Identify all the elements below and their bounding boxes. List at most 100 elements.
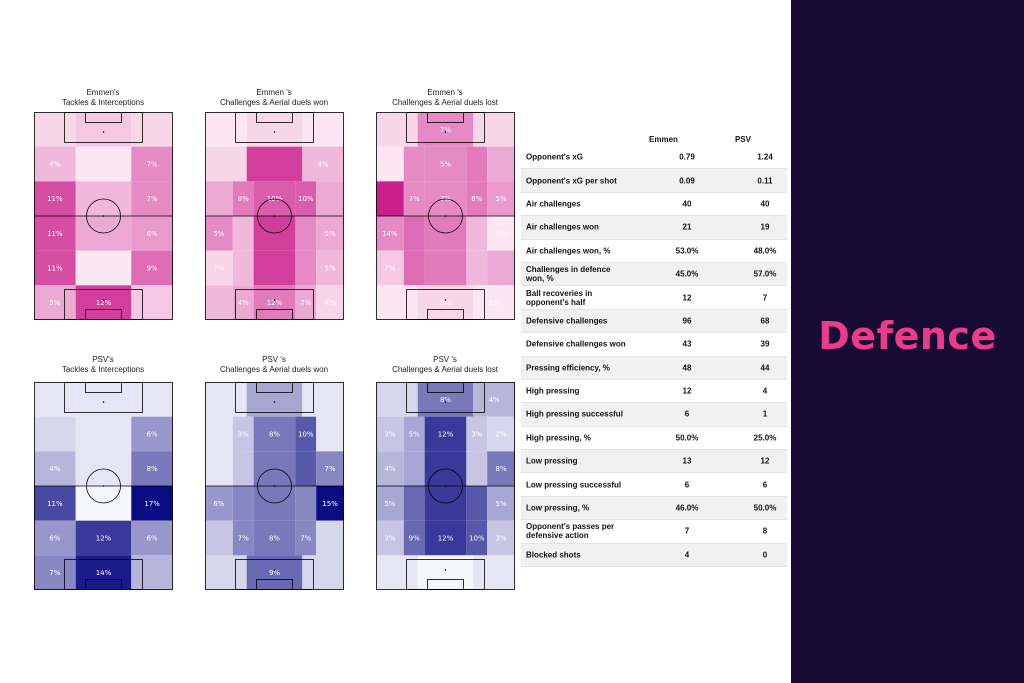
heatmap-cell <box>376 250 404 286</box>
heatmap-cell-label: 7% <box>213 265 224 273</box>
pitch-title-line-1: Emmen 's Challenges & Aerial duels won <box>219 88 329 107</box>
stat-label: Air challenges won <box>526 222 599 232</box>
heatmap-cell <box>75 146 132 182</box>
heatmap-cell <box>34 382 76 417</box>
stat-value-team1: 40 <box>682 199 692 209</box>
heatmap-cell-label: 5% <box>384 500 395 508</box>
stat-value-team1: 43 <box>682 339 692 349</box>
heatmap-cell <box>205 520 233 556</box>
pitch-spot <box>273 215 276 217</box>
stat-value-team2: 57.0% <box>753 269 777 279</box>
center-circle <box>86 198 121 234</box>
heatmap-cell <box>403 416 425 452</box>
heatmap-cell <box>131 112 173 147</box>
heatmap-cell <box>131 451 173 486</box>
heatmap-cell <box>205 112 247 147</box>
pitch-title-emmen-duels-lost: Emmen 's Challenges & Aerial duels lost <box>345 88 545 108</box>
heatmap-cell <box>403 451 425 486</box>
heatmap-cell <box>205 181 233 216</box>
heatmap-cell <box>295 181 317 216</box>
heatmap-cell <box>316 451 344 486</box>
heatmap-cell-label: 7% <box>49 569 60 577</box>
heatmap-cell <box>376 382 418 417</box>
stat-value-team1: 50.0% <box>675 433 699 443</box>
heatmap-cell <box>205 250 233 286</box>
stat-value-team2: 68 <box>760 316 770 326</box>
heatmap-cell <box>253 285 296 320</box>
heatmap-cell <box>34 250 76 286</box>
stats-row: Defensive challenges 96 68 <box>521 309 787 334</box>
stat-value-team1: 4 <box>684 550 690 560</box>
pitch-spot <box>102 485 105 487</box>
heatmap-cell-label: 10% <box>469 535 485 543</box>
top-goal-box <box>427 112 464 123</box>
heatmap-cell-label: 4% <box>384 465 395 473</box>
pitch-spot <box>444 569 447 571</box>
heatmap-cell <box>487 216 515 251</box>
heatmap-cell <box>487 416 515 452</box>
heatmap-cell <box>232 216 254 251</box>
heatmap-cell <box>466 181 488 216</box>
stat-value-team1: 7 <box>684 526 690 536</box>
heatmap-cell <box>487 146 515 182</box>
heatmap-cell <box>75 285 132 320</box>
heatmap-cell <box>295 451 317 486</box>
heatmap-cell <box>131 146 173 182</box>
heatmap-cell-label: 7% <box>300 535 311 543</box>
stat-label: Challenges in defence won, % <box>526 265 611 284</box>
heatmap-cell <box>34 112 76 147</box>
pitch-spot <box>444 215 447 217</box>
heatmap-cell <box>34 216 76 251</box>
stat-value-team2: 4 <box>762 386 768 396</box>
heatmap-cell <box>302 112 344 147</box>
heatmap-cell <box>376 555 418 590</box>
heatmap-cell <box>403 250 425 286</box>
heatmap-cell-label: 4% <box>49 465 60 473</box>
heatmap-cell <box>403 216 425 251</box>
heatmap-cell <box>205 285 233 320</box>
pitch-heatmap-emmen-tackles: 4% 7% 11% 7% 11% 6% 11% 9% 5% 12% <box>34 112 173 320</box>
stats-rows: Opponent's xG 0.79 1.24 Opponent's xG per s… <box>521 146 787 568</box>
heatmap-cell <box>424 146 467 182</box>
pitch-title-line-1: Emmen's Tackles & Interceptions <box>61 88 145 107</box>
pitch-spot <box>102 215 105 217</box>
heatmap-cell <box>75 250 132 286</box>
center-circle <box>86 468 121 504</box>
pitch-title-emmen-duels-won: Emmen 's Challenges & Aerial duels won <box>174 88 374 108</box>
heatmap-cell-label: 5% <box>440 161 451 169</box>
stat-label: Ball recoveries in opponent's half <box>526 288 593 307</box>
heatmap-cell <box>466 451 488 486</box>
heatmap-cell <box>246 112 303 147</box>
heatmap-cell-label: 6% <box>496 230 507 238</box>
heatmap-cell <box>302 382 344 417</box>
stat-value-team1: 0.79 <box>679 152 695 162</box>
heatmap-cell <box>473 555 515 590</box>
stats-row: Opponent's passes per defensive action 7 8 <box>521 520 787 544</box>
heatmap-cell-label: 4% <box>489 396 500 404</box>
stat-value-team1: 12 <box>682 386 692 396</box>
heatmap-cell-label: 8% <box>269 431 280 439</box>
heatmap-cell-label: 4% <box>49 161 60 169</box>
heatmap-cell <box>403 486 425 521</box>
stat-value-team2: 1.24 <box>757 152 773 162</box>
heatmap-cell <box>131 285 173 320</box>
heatmap-cell <box>232 250 254 286</box>
stats-row: High pressing successful 6 1 <box>521 403 787 427</box>
heatmap-cell <box>376 216 404 251</box>
stats-row: Air challenges 40 40 <box>521 192 787 217</box>
heatmap-cell <box>131 181 173 216</box>
heatmap-cell <box>205 382 247 417</box>
heatmap-cell-label: 7% <box>238 535 249 543</box>
heatmap-cell <box>246 146 303 182</box>
stat-label: Defensive challenges won <box>526 339 626 349</box>
heatmap-cell-label: 12% <box>96 535 112 543</box>
heatmap-cell-label: 8% <box>471 195 482 203</box>
heatmap-cell <box>131 486 173 521</box>
heatmap-cell <box>75 416 132 452</box>
heatmap-cell <box>205 451 233 486</box>
heatmap-cell <box>75 520 132 556</box>
stat-value-team2: 39 <box>760 339 770 349</box>
heatmap-cell-label: 11% <box>47 500 63 508</box>
stat-label: High pressing <box>526 386 580 396</box>
heatmap-cell <box>466 520 488 556</box>
